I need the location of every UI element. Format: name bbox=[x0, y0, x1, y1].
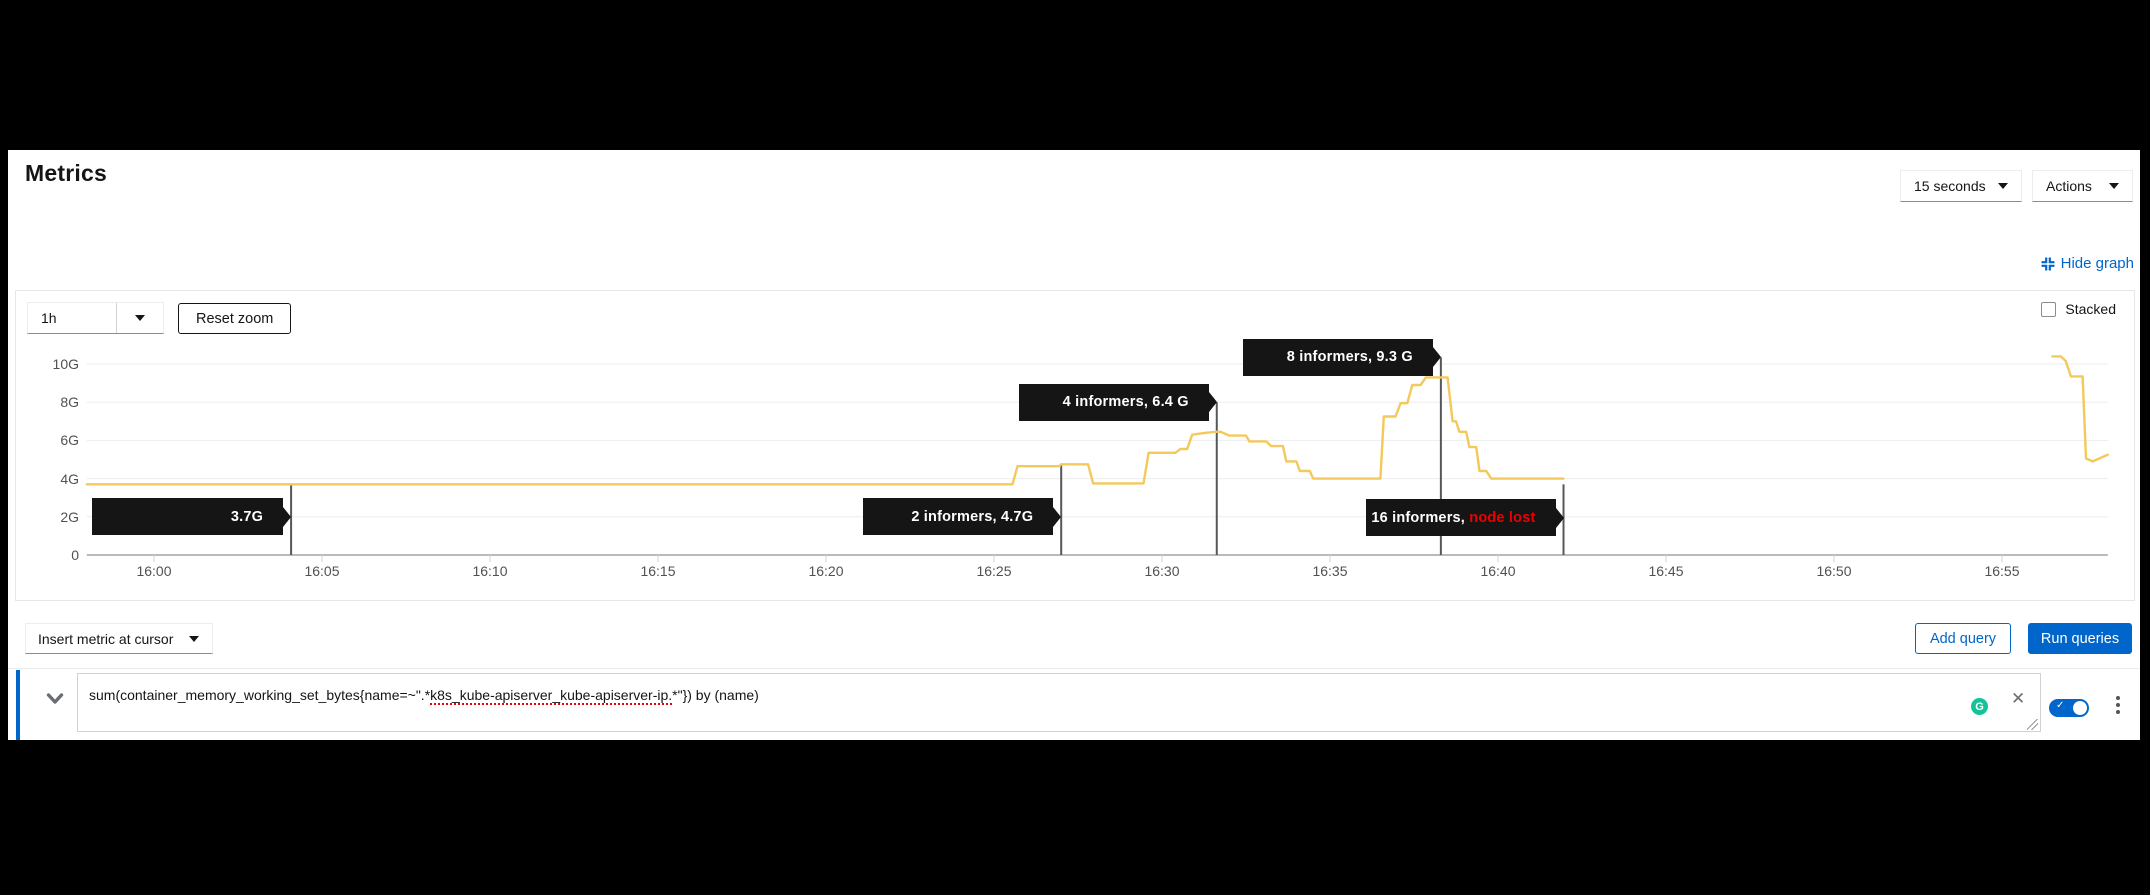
query-input[interactable]: sum(container_memory_working_set_bytes{n… bbox=[77, 673, 2041, 732]
y-axis-label: 2G bbox=[60, 508, 79, 525]
y-axis-label: 6G bbox=[60, 432, 79, 449]
annotation-label: 2 informers, 4.7G bbox=[911, 508, 1034, 525]
metrics-page: Metrics 15 seconds Actions Hide graph 1h bbox=[8, 150, 2140, 740]
refresh-interval-select[interactable]: 15 seconds bbox=[1900, 170, 2022, 202]
chart-annotation: 16 informers, node lost bbox=[1365, 499, 1564, 537]
refresh-interval-value: 15 seconds bbox=[1914, 178, 1986, 194]
series-line bbox=[2051, 355, 2110, 463]
annotation-label: 16 informers, bbox=[1371, 509, 1470, 526]
stacked-label: Stacked bbox=[2065, 301, 2116, 317]
hide-graph-link[interactable]: Hide graph bbox=[2041, 255, 2134, 272]
annotation-arrow bbox=[1555, 507, 1564, 528]
textarea-resize-handle[interactable] bbox=[2027, 719, 2038, 730]
query-enabled-toggle[interactable]: ✓ bbox=[2049, 699, 2089, 717]
chevron-down-icon bbox=[1998, 183, 2008, 189]
x-axis-label: 16:45 bbox=[1648, 563, 1684, 579]
chart-annotation: 3.7G bbox=[92, 498, 292, 536]
actions-menu[interactable]: Actions bbox=[2032, 170, 2133, 202]
x-axis-label: 16:00 bbox=[136, 563, 172, 579]
y-axis-label: 10G bbox=[52, 356, 79, 372]
hide-graph-label: Hide graph bbox=[2060, 255, 2134, 272]
compress-icon bbox=[2041, 257, 2055, 270]
y-axis-label: 8G bbox=[60, 394, 79, 411]
stacked-control: Stacked bbox=[2041, 301, 2116, 317]
select-divider bbox=[116, 303, 117, 333]
kebab-menu-icon[interactable] bbox=[2112, 692, 2124, 718]
y-axis-label: 0 bbox=[71, 547, 79, 563]
x-axis-label: 16:25 bbox=[976, 563, 1012, 579]
series-line bbox=[85, 376, 1565, 486]
chevron-down-icon bbox=[189, 635, 199, 642]
stacked-checkbox[interactable] bbox=[2041, 301, 2057, 317]
toggle-knob bbox=[2073, 701, 2087, 715]
query-text-post: *"}) by (name) bbox=[672, 687, 759, 703]
query-text-pre: sum(container_memory_working_set_bytes{n… bbox=[89, 687, 431, 703]
x-axis-label: 16:35 bbox=[1312, 563, 1348, 579]
x-axis-label: 16:05 bbox=[304, 563, 340, 579]
chart-annotation: 2 informers, 4.7G bbox=[863, 498, 1062, 536]
x-axis-label: 16:15 bbox=[640, 563, 676, 579]
annotation-label: 8 informers, 9.3 G bbox=[1286, 349, 1413, 366]
x-axis-label: 16:10 bbox=[472, 563, 508, 579]
actions-label: Actions bbox=[2046, 178, 2092, 194]
annotation-alert-label: node lost bbox=[1469, 509, 1536, 526]
select-caret-zone bbox=[117, 315, 163, 321]
y-axis-label: 4G bbox=[60, 470, 79, 487]
query-collapse-chevron-icon[interactable] bbox=[46, 693, 64, 705]
chevron-down-icon bbox=[2109, 183, 2119, 189]
graph-panel: 1h Reset zoom Stacked 0 2G 4G 6G 8G 10G 16:00 1… bbox=[15, 290, 2135, 601]
annotation-arrow bbox=[1053, 506, 1062, 527]
add-query-button[interactable]: Add query bbox=[1915, 623, 2011, 654]
annotation-arrow bbox=[1432, 347, 1441, 368]
chevron-down-icon bbox=[135, 315, 145, 321]
page-title: Metrics bbox=[25, 160, 107, 186]
chart-svg bbox=[85, 355, 2110, 562]
insert-metric-select[interactable]: Insert metric at cursor bbox=[25, 623, 213, 654]
x-axis-label: 16:40 bbox=[1480, 563, 1516, 579]
run-queries-button[interactable]: Run queries bbox=[2028, 623, 2132, 654]
annotation-arrow bbox=[283, 506, 292, 527]
clear-query-icon[interactable]: ✕ bbox=[2011, 689, 2026, 708]
annotation-arrow bbox=[1208, 392, 1217, 413]
insert-metric-label: Insert metric at cursor bbox=[38, 630, 174, 647]
chart-annotation: 4 informers, 6.4 G bbox=[1018, 383, 1217, 421]
annotation-label: 4 informers, 6.4 G bbox=[1062, 394, 1189, 411]
chart-annotation: 8 informers, 9.3 G bbox=[1242, 338, 1441, 376]
query-text-misspelled: k8s_kube-apiserver_kube-apiserver-ip. bbox=[430, 687, 673, 703]
timespan-value: 1h bbox=[41, 310, 57, 326]
x-axis-label: 16:50 bbox=[1816, 563, 1852, 579]
x-axis-label: 16:55 bbox=[1984, 563, 2020, 579]
x-axis-label: 16:30 bbox=[1144, 563, 1180, 579]
grammarly-icon[interactable]: G bbox=[1971, 698, 1988, 715]
check-icon: ✓ bbox=[2056, 700, 2065, 711]
reset-zoom-button[interactable]: Reset zoom bbox=[178, 303, 292, 334]
query-row: sum(container_memory_working_set_bytes{n… bbox=[8, 668, 2140, 740]
timespan-select[interactable]: 1h bbox=[27, 302, 164, 334]
query-accent-bar bbox=[16, 670, 20, 740]
x-axis-label: 16:20 bbox=[808, 563, 844, 579]
annotation-label: 3.7G bbox=[230, 508, 264, 525]
